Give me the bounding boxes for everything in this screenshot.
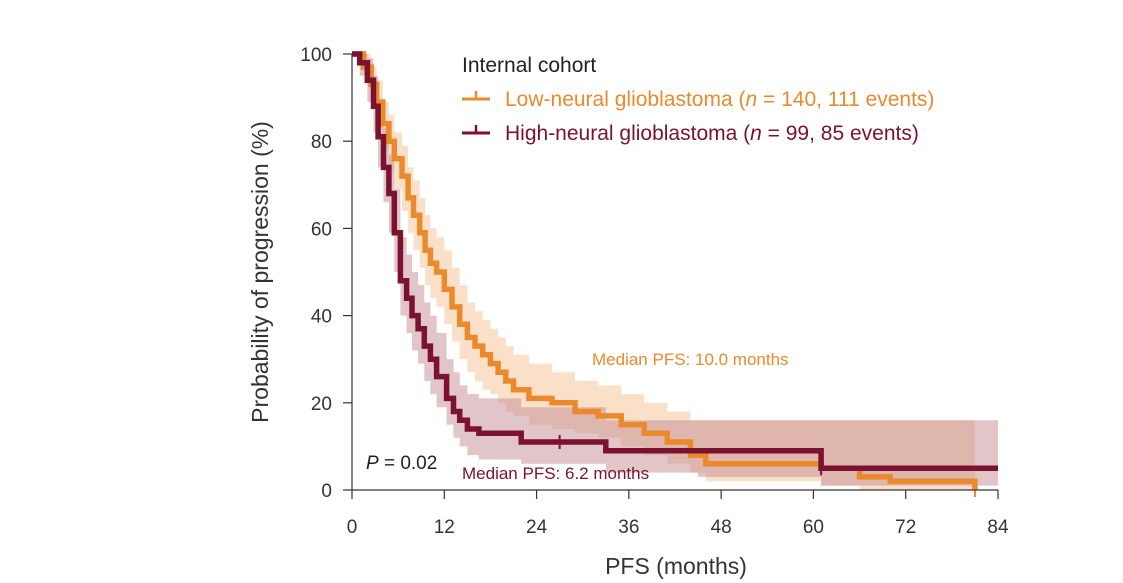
km-curve-low-neural bbox=[352, 51, 978, 490]
x-tick-label-48: 48 bbox=[711, 517, 732, 538]
legend-title: Internal cohort bbox=[462, 54, 596, 77]
median-label-high-neural: Median PFS: 6.2 months bbox=[462, 464, 649, 483]
legend-label-low-neural: Low-neural glioblastoma (n = 140, 111 ev… bbox=[505, 88, 934, 111]
x-axis-title: PFS (months) bbox=[605, 553, 747, 579]
legend: Internal cohort Low-neural glioblastoma … bbox=[462, 54, 934, 145]
legend-label-low-suffix: = 140, 111 events) bbox=[757, 88, 934, 111]
legend-label-low-n: n bbox=[745, 88, 757, 111]
y-tick-label-0: 0 bbox=[321, 481, 332, 502]
legend-swatch-high-neural bbox=[462, 125, 490, 135]
x-tick-label-72: 72 bbox=[895, 517, 916, 538]
x-tick-label-12: 12 bbox=[434, 517, 455, 538]
y-tick-label-20: 20 bbox=[311, 394, 332, 415]
legend-label-high-neural: High-neural glioblastoma (n = 99, 85 eve… bbox=[505, 122, 919, 145]
x-tick-label-60: 60 bbox=[803, 517, 824, 538]
ci-band-high-neural bbox=[352, 54, 998, 486]
legend-label-high-prefix: High-neural glioblastoma ( bbox=[505, 122, 750, 145]
x-tick-label-24: 24 bbox=[526, 517, 548, 538]
axes: 0 20 40 60 80 100 0 12 24 36 48 60 72 84 bbox=[300, 45, 1009, 538]
survival-curves bbox=[352, 51, 998, 497]
km-curve-high-neural bbox=[352, 51, 998, 471]
y-tick-label-40: 40 bbox=[311, 307, 332, 328]
p-value-letter: P bbox=[366, 453, 379, 474]
y-axis-title: Probability of progression (%) bbox=[247, 121, 273, 423]
y-tick-label-80: 80 bbox=[311, 132, 332, 153]
x-tick-label-36: 36 bbox=[618, 517, 639, 538]
x-tick-label-0: 0 bbox=[347, 517, 358, 538]
y-tick-label-60: 60 bbox=[311, 219, 332, 240]
median-label-low-neural: Median PFS: 10.0 months bbox=[592, 350, 789, 369]
legend-label-high-n: n bbox=[750, 122, 762, 145]
legend-item-high-neural: High-neural glioblastoma (n = 99, 85 eve… bbox=[462, 122, 919, 145]
p-value-label: P = 0.02 bbox=[366, 453, 437, 474]
p-value-number: = 0.02 bbox=[379, 453, 438, 474]
y-tick-label-100: 100 bbox=[300, 45, 332, 66]
legend-item-low-neural: Low-neural glioblastoma (n = 140, 111 ev… bbox=[462, 88, 934, 111]
legend-label-low-prefix: Low-neural glioblastoma ( bbox=[505, 88, 745, 111]
x-tick-label-84: 84 bbox=[987, 517, 1009, 538]
confidence-bands bbox=[352, 54, 998, 490]
legend-label-high-suffix: = 99, 85 events) bbox=[762, 122, 919, 145]
legend-swatch-low-neural bbox=[462, 91, 490, 101]
